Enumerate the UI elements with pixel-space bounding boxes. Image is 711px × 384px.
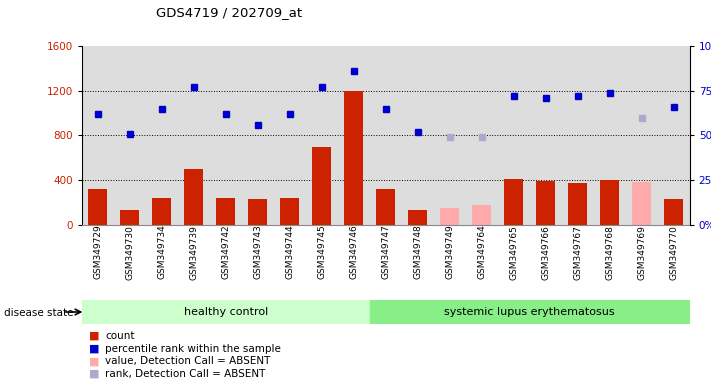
Bar [178,46,210,225]
Bar [376,189,395,225]
Bar [600,180,619,225]
Bar [626,46,658,225]
Bar [664,199,683,225]
Text: ■: ■ [89,356,100,366]
Text: systemic lupus erythematosus: systemic lupus erythematosus [444,307,615,317]
Text: ■: ■ [89,344,100,354]
Bar [344,91,363,225]
Bar [536,181,555,225]
Text: GSM349749: GSM349749 [445,225,454,280]
Bar [120,210,139,225]
Text: GSM349770: GSM349770 [669,225,678,280]
Bar [248,199,267,225]
Text: GSM349765: GSM349765 [509,225,518,280]
Bar [562,46,594,225]
Bar [114,46,146,225]
Text: GSM349739: GSM349739 [189,225,198,280]
Text: GDS4719 / 202709_at: GDS4719 / 202709_at [156,6,303,19]
Bar [632,182,651,225]
Text: GSM349729: GSM349729 [93,225,102,280]
Bar [568,183,587,225]
Bar [210,46,242,225]
Bar [440,208,459,225]
Text: GSM349734: GSM349734 [157,225,166,280]
Text: GSM349769: GSM349769 [637,225,646,280]
Bar [472,205,491,225]
Bar [370,46,402,225]
Text: count: count [105,331,134,341]
Bar [82,300,370,324]
Text: ■: ■ [89,369,100,379]
Bar [312,147,331,225]
Bar [498,46,530,225]
Bar [184,169,203,225]
Text: GSM349764: GSM349764 [477,225,486,280]
Bar [434,46,466,225]
Text: GSM349744: GSM349744 [285,225,294,279]
Text: GSM349767: GSM349767 [573,225,582,280]
Bar [594,46,626,225]
Bar [146,46,178,225]
Bar [88,189,107,225]
Text: GSM349768: GSM349768 [605,225,614,280]
Text: GSM349730: GSM349730 [125,225,134,280]
Bar [408,210,427,225]
Text: rank, Detection Call = ABSENT: rank, Detection Call = ABSENT [105,369,266,379]
Text: healthy control: healthy control [183,307,268,317]
Text: GSM349746: GSM349746 [349,225,358,280]
Bar [306,46,338,225]
Bar [466,46,498,225]
Bar [82,46,114,225]
Text: GSM349766: GSM349766 [541,225,550,280]
Text: GSM349743: GSM349743 [253,225,262,280]
Text: GSM349745: GSM349745 [317,225,326,280]
Text: disease state: disease state [4,308,73,318]
Bar [658,46,690,225]
Bar [216,198,235,225]
Text: GSM349747: GSM349747 [381,225,390,280]
Text: value, Detection Call = ABSENT: value, Detection Call = ABSENT [105,356,271,366]
Bar [370,300,690,324]
Bar [242,46,274,225]
Bar [280,198,299,225]
Bar [274,46,306,225]
Text: percentile rank within the sample: percentile rank within the sample [105,344,281,354]
Text: ■: ■ [89,331,100,341]
Bar [402,46,434,225]
Bar [338,46,370,225]
Text: GSM349742: GSM349742 [221,225,230,279]
Bar [152,198,171,225]
Bar [504,179,523,225]
Text: GSM349748: GSM349748 [413,225,422,280]
Bar [530,46,562,225]
